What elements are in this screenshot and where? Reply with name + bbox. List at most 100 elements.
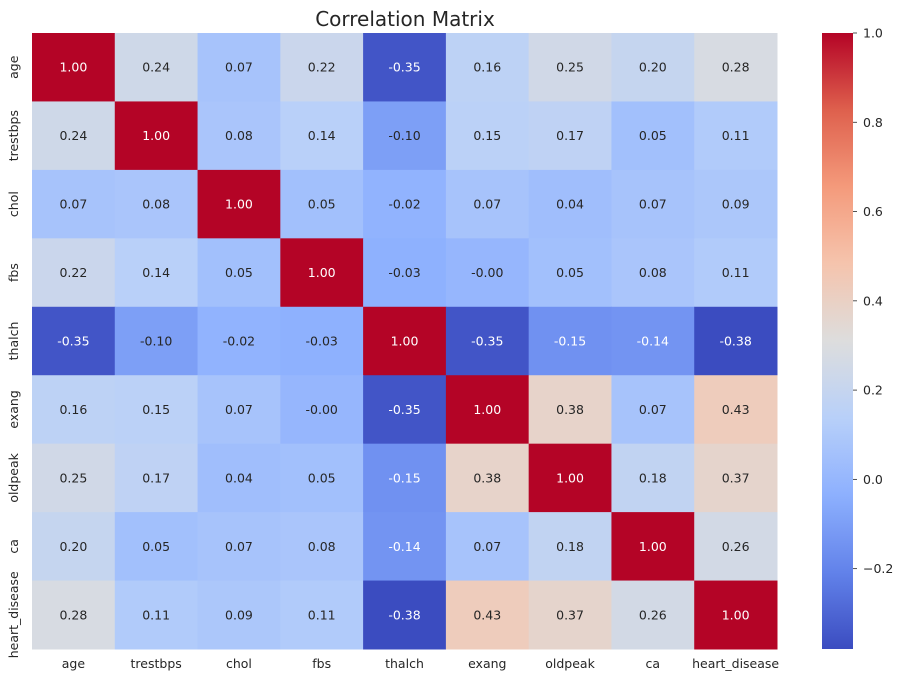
heatmap-cell: [611, 580, 695, 650]
heatmap-cell-value: -0.15: [554, 334, 586, 349]
x-tick-label: exang: [468, 656, 506, 671]
heatmap-cell-value: 0.04: [556, 197, 584, 212]
heatmap-cell-value: 0.24: [142, 60, 170, 75]
heatmap-cell-value: 0.05: [556, 265, 584, 280]
heatmap-cell-value: 1.00: [722, 607, 750, 622]
heatmap-cell: [611, 101, 695, 171]
heatmap-cell: [32, 238, 116, 308]
heatmap-cell: [694, 580, 778, 650]
colorbar-tick-label: 0.0: [863, 472, 883, 487]
heatmap-cell: [363, 306, 447, 376]
y-tick-label: fbs: [6, 263, 21, 282]
heatmap-cell: [197, 443, 281, 513]
heatmap-cell-value: -0.00: [471, 265, 503, 280]
heatmap-cell: [363, 512, 447, 582]
heatmap-cell-value: -0.38: [719, 334, 751, 349]
heatmap-cell: [114, 101, 199, 171]
heatmap-cell: [528, 238, 612, 308]
heatmap-cell-value: 0.08: [142, 197, 170, 212]
heatmap-cell: [445, 512, 530, 582]
heatmap-cell-value: 0.20: [59, 539, 87, 554]
heatmap-cell: [445, 443, 530, 513]
heatmap-cell: [363, 169, 447, 239]
heatmap-cell-value: -0.35: [57, 334, 89, 349]
heatmap-cell: [694, 238, 778, 308]
heatmap-cell: [32, 306, 116, 376]
heatmap-cell-value: 0.38: [473, 470, 501, 485]
heatmap-cell-value: 0.14: [142, 265, 170, 280]
y-axis-tick-labels: age trestbps chol fbs thalch exang oldpeak ca he…: [6, 55, 21, 658]
heatmap-cell-value: 0.07: [473, 539, 501, 554]
heatmap-cell: [32, 375, 116, 445]
heatmap-cell: [445, 169, 530, 239]
heatmap-cell-value: -0.10: [388, 128, 420, 143]
heatmap-cell: [528, 443, 612, 513]
heatmap-cell-value: 0.17: [556, 128, 584, 143]
y-tick-label: thalch: [6, 322, 21, 361]
heatmap-cell: [694, 169, 778, 239]
heatmap-cell: [197, 580, 281, 650]
heatmap-cell-value: 0.38: [556, 402, 584, 417]
heatmap-cell-value: 0.17: [142, 470, 170, 485]
colorbar-tick-label: 0.8: [863, 115, 883, 130]
heatmap-cell: [528, 33, 612, 102]
heatmap-cell: [528, 580, 612, 650]
heatmap-cell-value: 0.14: [308, 128, 336, 143]
heatmap-cell-value: 0.08: [308, 539, 336, 554]
heatmap-cell-value: 0.07: [225, 539, 253, 554]
heatmap-cell: [197, 375, 281, 445]
heatmap-cell: [280, 580, 364, 650]
heatmap-cell-value: 0.37: [722, 470, 750, 485]
heatmap-cell-value: -0.00: [306, 402, 338, 417]
heatmap-cell: [114, 306, 199, 376]
chart-title: Correlation Matrix: [315, 7, 495, 31]
heatmap-cell-value: 0.18: [639, 470, 667, 485]
heatmap-cell-value: 0.11: [142, 607, 170, 622]
heatmap-cell-value: 0.16: [473, 60, 501, 75]
heatmap-cell: [114, 443, 199, 513]
heatmap-cell-value: 0.07: [473, 197, 501, 212]
heatmap-cell: [694, 306, 778, 376]
x-tick-label: heart_disease: [692, 656, 779, 671]
y-tick-label: heart_disease: [6, 571, 21, 658]
heatmap-cell-value: 0.24: [59, 128, 87, 143]
heatmap-cell-value: 1.00: [473, 402, 501, 417]
heatmap-cell: [363, 238, 447, 308]
heatmap-cell: [114, 580, 199, 650]
heatmap-cell-value: -0.14: [637, 334, 669, 349]
heatmap-cell: [114, 512, 199, 582]
heatmap-cell-value: -0.35: [388, 402, 420, 417]
heatmap-cell-value: 0.43: [722, 402, 750, 417]
heatmap-cell: [280, 169, 364, 239]
heatmap-cell-value: 0.20: [639, 60, 667, 75]
heatmap-cell: [197, 169, 281, 239]
heatmap-cell: [694, 375, 778, 445]
heatmap-cell: [694, 512, 778, 582]
heatmap-cell-value: 1.00: [391, 334, 419, 349]
heatmap-cell-value: -0.02: [388, 197, 420, 212]
heatmap-cell: [363, 580, 447, 650]
heatmap-cell-value: 0.05: [142, 539, 170, 554]
heatmap-cell-value: 0.37: [556, 607, 584, 622]
heatmap-cell-value: 0.25: [59, 470, 87, 485]
heatmap-cell: [32, 580, 116, 650]
heatmap-cell: [611, 33, 695, 102]
heatmap-cell-value: 0.04: [225, 470, 253, 485]
x-tick-label: chol: [226, 656, 252, 671]
heatmap-cell: [528, 101, 612, 171]
heatmap-cell: [280, 101, 364, 171]
heatmap-cell-value: 0.07: [225, 402, 253, 417]
heatmap-cell-value: -0.03: [388, 265, 420, 280]
heatmap-cell: [363, 443, 447, 513]
heatmap-cells: [32, 33, 778, 650]
heatmap-cell-value: 0.08: [225, 128, 253, 143]
heatmap-cell-value: 0.26: [722, 539, 750, 554]
heatmap-cell: [197, 512, 281, 582]
heatmap-cell: [114, 169, 199, 239]
heatmap-cell: [694, 443, 778, 513]
heatmap-cell: [611, 375, 695, 445]
heatmap-cell: [445, 101, 530, 171]
heatmap-cell-value: -0.35: [388, 60, 420, 75]
heatmap-cell-value: 0.15: [142, 402, 170, 417]
